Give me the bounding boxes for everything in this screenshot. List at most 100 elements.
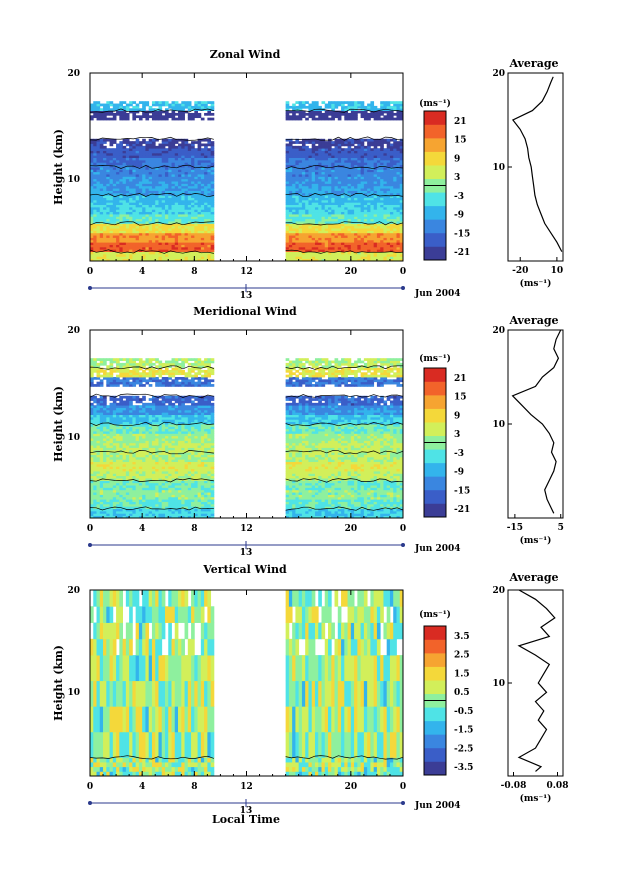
zonal-heat-cell [148,202,153,205]
meridional-heat-cell [125,510,130,514]
zonal-heat-cell [383,157,388,161]
zonal-heat-cell [191,249,195,252]
zonal-heat-cell [191,143,195,147]
zonal-heat-cell [334,239,339,243]
zonal-heat-cell [334,148,339,151]
zonal-heat-cell [314,183,319,187]
zonal-heat-cell [210,204,215,208]
zonal-heat-cell [292,246,296,250]
zonal-heat-cell [184,162,189,166]
zonal-heat-cell [285,157,290,161]
zonal-heat-cell [318,221,322,224]
zonal-heat-cell [376,239,381,243]
zonal-heat-cell [350,181,355,184]
zonal-heat-cell [93,183,97,187]
zonal-heat-cell [122,256,127,260]
zonal-heat-cell [164,256,169,260]
meridional-heat-cell [354,499,358,502]
zonal-heat-cell [197,237,202,241]
zonal-heat-cell [301,143,306,147]
zonal-heat-cell [155,214,159,217]
zonal-heat-cell [161,258,166,261]
zonal-heat-cell [135,183,140,187]
zonal-heat-cell [344,188,348,191]
zonal-heat-cell [285,251,290,255]
zonal-heat-cell [324,143,329,147]
zonal-heat-cell [96,176,101,180]
zonal-heat-cell [389,251,394,255]
zonal-heat-cell [207,117,212,121]
zonal-heat-cell [184,174,189,177]
meridional-heat-cell [96,510,101,514]
meridional-heat-cell [191,510,195,514]
zonal-heat-cell [148,157,153,161]
meridional-heat-cell [200,499,205,502]
zonal-heat-cell [210,244,215,248]
zonal-heat-cell [344,221,348,224]
meridional-heat-cell [178,496,182,500]
zonal-heat-cell [350,235,355,238]
zonal-heat-cell [171,103,176,107]
zonal-heat-cell [145,190,150,194]
meridional-heat-cell [383,499,388,502]
zonal-heat-cell [363,176,368,180]
zonal-heat-cell [129,157,133,161]
zonal-heat-cell [135,164,140,168]
zonal-heat-cell [178,190,182,194]
zonal-heat-cell [135,195,140,198]
meridional-heat-cell [122,501,127,505]
meridional-heat-cell [210,513,215,517]
zonal-heat-cell [178,112,182,116]
zonal-heat-cell [142,232,146,236]
meridional-heat-cell [308,499,313,502]
zonal-heat-cell [292,145,296,149]
zonal-heat-cell [331,211,335,215]
zonal-heat-cell [99,253,104,257]
zonal-heat-cell [295,157,300,161]
zonal-heat-cell [341,218,345,222]
zonal-heat-cell [373,206,378,210]
zonal-heat-cell [187,150,192,154]
zonal-heat-cell [396,216,401,220]
zonal-date-axis: 13 [88,284,405,301]
zonal-heat-cell [321,152,326,156]
zonal-heat-cell [184,223,189,227]
zonal-heat-cell [321,225,326,229]
zonal-heat-cell [311,145,316,149]
zonal-heat-cell [103,117,107,121]
zonal-heat-cell [383,183,388,187]
zonal-heat-cell [321,218,326,222]
zonal-heat-cell [171,150,176,154]
zonal-heat-cell [331,230,335,234]
zonal-heat-cell [161,235,166,238]
zonal-heat-cell [90,206,94,210]
zonal-heat-cell [311,232,316,236]
zonal-heat-cell [125,211,130,215]
zonal-heat-cell [197,206,202,210]
zonal-heat-cell [135,190,140,194]
zonal-heat-cell [386,251,391,255]
zonal-heat-cell [341,148,345,151]
zonal-heat-cell [112,214,117,217]
zonal-heat-cell [350,183,355,187]
zonal-heat-cell [354,167,358,170]
zonal-heat-cell [181,225,185,229]
zonal-heat-cell [370,105,375,109]
zonal-heat-cell [383,202,388,205]
meridional-heat-cell [363,506,368,509]
zonal-heat-cell [148,253,153,257]
zonal-heat-cell [328,105,332,109]
zonal-heat-cell [337,171,342,175]
zonal-heat-cell [373,110,378,114]
zonal-heat-cell [367,258,371,261]
zonal-heat-cell [210,108,215,111]
zonal-heat-cell [357,152,362,156]
zonal-heat-cell [295,230,300,234]
zonal-heat-cell [298,159,303,163]
zonal-heat-cell [109,190,114,194]
zonal-heat-cell [132,249,137,252]
zonal-heat-cell [96,171,101,175]
zonal-heat-cell [112,188,117,191]
zonal-heat-cell [125,228,130,231]
zonal-heat-cell [373,178,378,182]
